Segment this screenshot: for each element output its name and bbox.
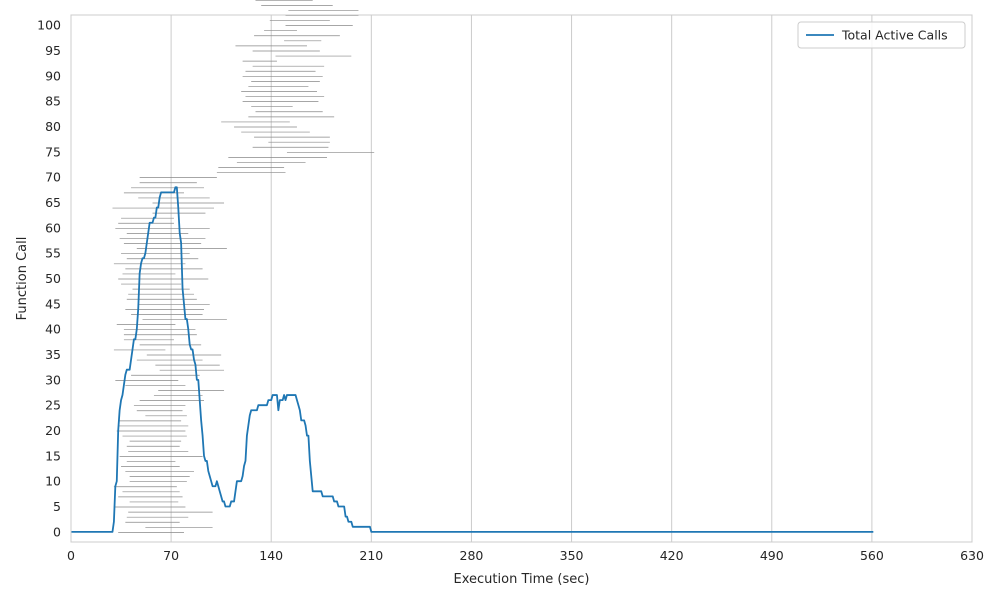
- y-tick-label: 45: [45, 296, 61, 311]
- legend: Total Active Calls: [797, 21, 966, 49]
- y-tick-label: 95: [45, 43, 61, 58]
- x-tick-label: 350: [560, 548, 584, 563]
- y-tick-label: 0: [53, 524, 61, 539]
- x-tick-label: 0: [67, 548, 75, 563]
- y-tick-label: 20: [45, 423, 61, 438]
- series-lines: [71, 186, 874, 533]
- y-tick-label: 100: [37, 18, 61, 33]
- x-tick-label: 490: [760, 548, 784, 563]
- y-tick-label: 50: [45, 271, 61, 286]
- y-tick-label: 65: [45, 195, 61, 210]
- legend-box: [797, 21, 966, 49]
- y-tick-label: 55: [45, 246, 61, 261]
- legend-label: Total Active Calls: [841, 28, 948, 43]
- y-tick-labels: 0 5 10 15 20 25 30 35 40 45 50 55 60 65 70 75 80 85 90 95 10…: [37, 18, 61, 540]
- y-tick-label: 40: [45, 322, 61, 337]
- x-tick-label: 630: [960, 548, 984, 563]
- y-tick-label: 60: [45, 220, 61, 235]
- y-tick-label: 75: [45, 144, 61, 159]
- x-tick-label: 560: [860, 548, 884, 563]
- x-tick-label: 140: [259, 548, 283, 563]
- y-tick-label: 25: [45, 398, 61, 413]
- y-tick-label: 70: [45, 170, 61, 185]
- x-tick-label: 70: [163, 548, 179, 563]
- x-tick-label: 280: [460, 548, 484, 563]
- x-tick-label: 420: [660, 548, 684, 563]
- y-tick-label: 5: [53, 499, 61, 514]
- y-tick-label: 35: [45, 347, 61, 362]
- y-tick-label: 15: [45, 448, 61, 463]
- y-tick-label: 80: [45, 119, 61, 134]
- y-tick-label: 30: [45, 372, 61, 387]
- series-line-total-active-calls: [71, 186, 874, 533]
- plot-frame: [70, 14, 973, 543]
- x-tick-label: 210: [359, 548, 383, 563]
- y-tick-label: 10: [45, 474, 61, 489]
- y-tick-label: 90: [45, 68, 61, 83]
- x-axis-label: Execution Time (sec): [454, 572, 590, 587]
- x-tick-labels: 0 70 140 210 280 350 420 490 560 630: [67, 548, 984, 563]
- y-tick-label: 85: [45, 94, 61, 109]
- y-axis-label: Function Call: [15, 237, 30, 321]
- call-intervals: [112, 0, 375, 533]
